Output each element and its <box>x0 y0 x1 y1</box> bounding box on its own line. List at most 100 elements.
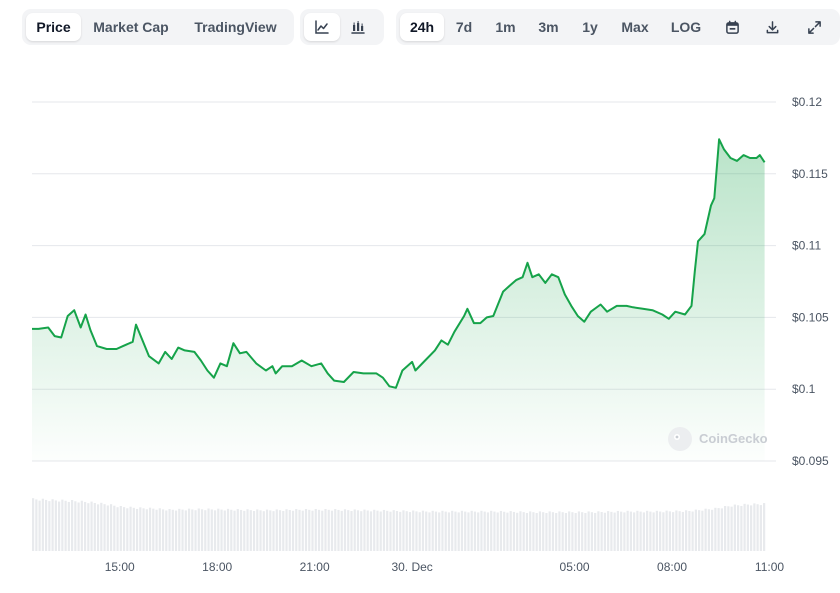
volume-bar <box>425 511 428 551</box>
volume-bar <box>639 511 642 551</box>
volume-bar <box>236 509 239 551</box>
volume-bar <box>44 499 48 551</box>
volume-bar <box>610 511 613 551</box>
volume-bar <box>145 509 148 551</box>
gecko-logo-icon <box>668 427 692 451</box>
tab-price[interactable]: Price <box>26 13 81 41</box>
volume-bar <box>688 511 691 551</box>
volume-bar <box>561 512 564 551</box>
volume-bar <box>171 509 174 551</box>
y-tick-label: $0.115 <box>792 167 828 181</box>
volume-bar <box>707 509 710 551</box>
volume-bar <box>415 511 418 551</box>
volume-bar <box>626 510 629 551</box>
tab-tradingview[interactable]: TradingView <box>194 19 277 35</box>
volume-bar <box>457 512 460 551</box>
candlestick-chart-button[interactable] <box>340 13 376 41</box>
x-tick-label: 05:00 <box>560 560 590 574</box>
volume-bar <box>620 511 623 551</box>
volume-bar <box>51 499 54 551</box>
volume-bar <box>607 511 610 551</box>
volume-bar <box>542 512 545 551</box>
volume-bar <box>122 507 126 551</box>
x-tick-label: 21:00 <box>300 560 330 574</box>
volume-bar <box>100 502 103 551</box>
volume-bar <box>405 511 408 551</box>
volume-bar <box>347 510 350 551</box>
volume-bar <box>304 509 308 551</box>
volume-bar <box>428 512 431 551</box>
volume-bar <box>655 510 658 551</box>
volume-bar <box>187 508 191 551</box>
volume-bar <box>142 508 145 551</box>
fullscreen-button[interactable] <box>792 13 836 41</box>
volume-bar <box>265 509 269 551</box>
volume-bar <box>672 512 675 551</box>
volume-bar <box>636 510 639 551</box>
volume-bar <box>106 505 109 551</box>
volume-bar <box>746 504 749 551</box>
range-1m[interactable]: 1m <box>495 19 516 35</box>
log-scale-toggle[interactable]: LOG <box>670 19 702 35</box>
range-max[interactable]: Max <box>621 19 649 35</box>
volume-bar <box>525 512 529 551</box>
tab-market-cap[interactable]: Market Cap <box>93 19 169 35</box>
volume-bar <box>454 511 457 551</box>
line-chart-icon <box>315 20 329 34</box>
range-tool-group: 24h 7d 1m 3m 1y Max LOG <box>396 9 840 45</box>
volume-bar <box>597 511 600 551</box>
volume-bar <box>243 510 246 551</box>
volume-bar <box>67 501 70 551</box>
volume-bar <box>178 508 181 551</box>
volume-bar <box>252 511 256 551</box>
volume-bar <box>197 508 200 551</box>
volume-bar <box>64 500 67 551</box>
volume-bar <box>532 512 535 551</box>
volume-bar <box>308 509 311 551</box>
volume-bar <box>717 508 720 551</box>
range-7d[interactable]: 7d <box>455 19 473 35</box>
download-button[interactable] <box>752 13 792 41</box>
volume-bar <box>392 510 395 551</box>
volume-bar <box>616 510 620 551</box>
volume-bar <box>61 499 64 551</box>
volume-bar <box>207 508 210 551</box>
volume-bar <box>451 510 454 551</box>
x-tick-label: 08:00 <box>657 560 687 574</box>
volume-bar <box>158 508 161 551</box>
volume-bar <box>350 511 353 551</box>
volume-bar <box>720 508 723 551</box>
volume-bar <box>629 511 632 551</box>
volume-bar <box>155 509 158 551</box>
price-series-line <box>32 138 766 389</box>
volume-bar <box>343 509 347 551</box>
volume-bar <box>54 500 57 551</box>
volume-bar <box>360 511 363 551</box>
volume-bar <box>444 511 447 551</box>
volume-bar <box>389 511 392 551</box>
volume-bar <box>408 512 412 551</box>
volume-bar <box>80 500 83 551</box>
volume-bar <box>421 510 425 551</box>
range-3m[interactable]: 3m <box>538 19 559 35</box>
volume-bar <box>369 511 373 551</box>
line-chart-button[interactable] <box>304 13 340 41</box>
volume-bar <box>418 512 421 551</box>
price-area-fill <box>32 139 765 462</box>
volume-bar <box>337 509 340 551</box>
download-icon <box>766 20 778 33</box>
range-1y[interactable]: 1y <box>582 19 598 35</box>
volume-bar <box>480 510 483 551</box>
volume-bar <box>470 510 473 551</box>
volume-bar <box>103 504 106 551</box>
volume-bar <box>298 509 301 551</box>
volume-bar <box>269 510 272 551</box>
range-24h[interactable]: 24h <box>400 13 444 41</box>
volume-bar <box>226 508 230 551</box>
calendar-button[interactable] <box>712 13 752 41</box>
x-tick-label: 11:00 <box>755 560 784 574</box>
volume-bar <box>278 510 282 551</box>
volume-bar <box>633 512 636 551</box>
volume-bar <box>217 508 220 551</box>
volume-bar <box>529 511 532 551</box>
